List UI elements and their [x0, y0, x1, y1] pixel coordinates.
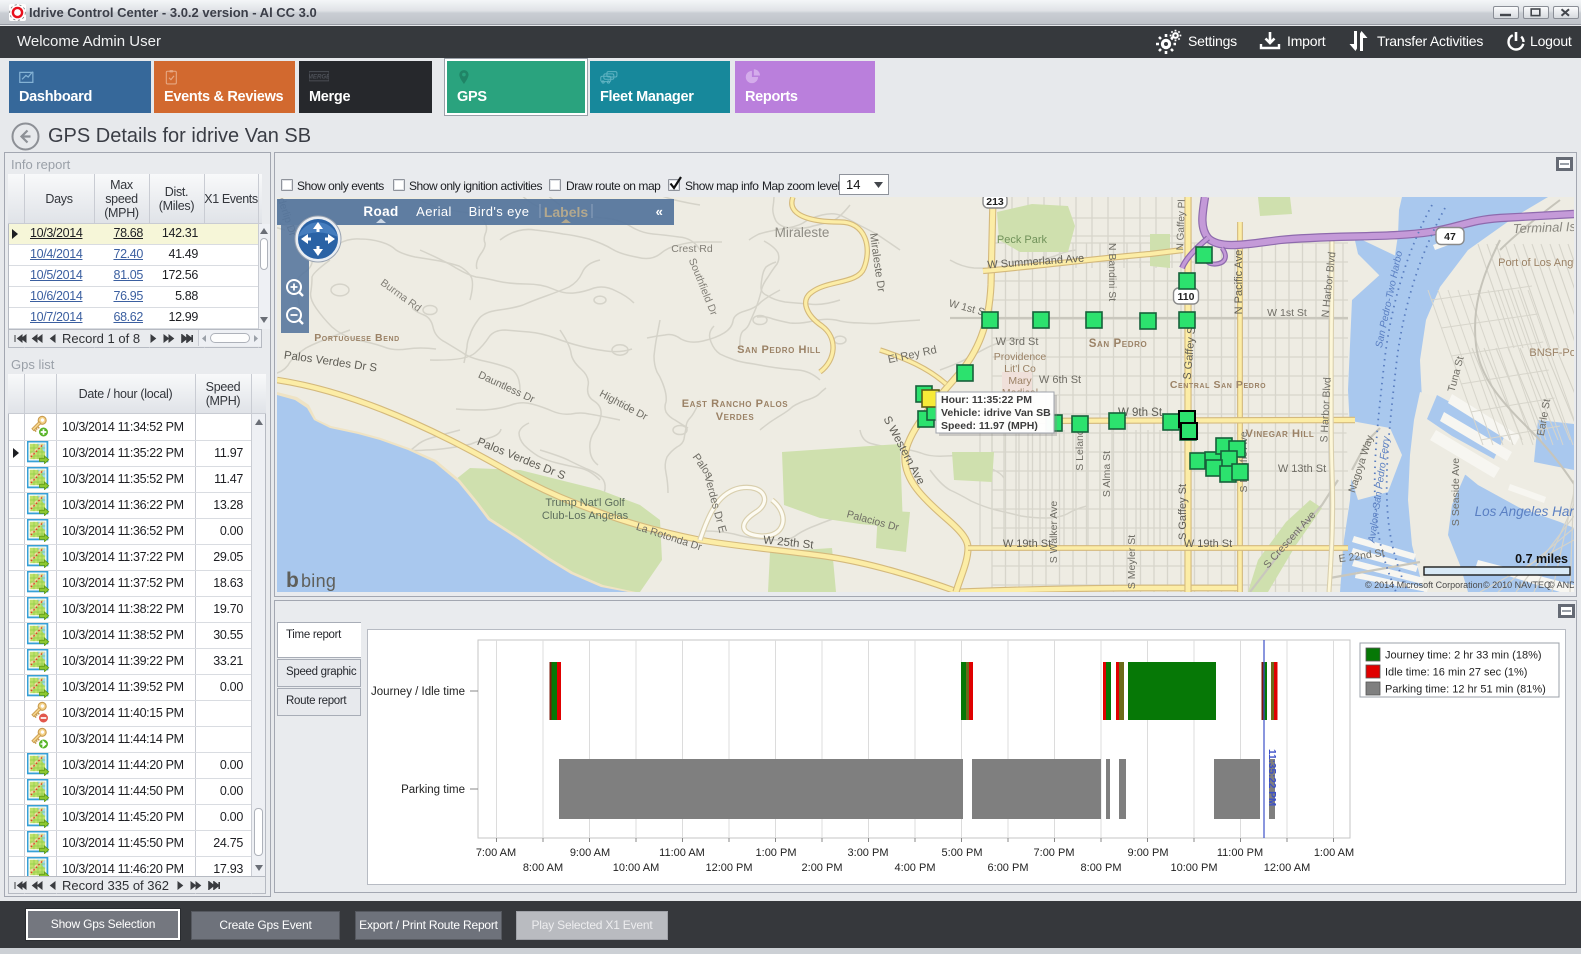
svg-text:Hour: 11:35:22 PM: Hour: 11:35:22 PM — [941, 394, 1032, 406]
svg-text:11:00 PM: 11:00 PM — [1217, 847, 1263, 859]
svg-text:W 19th St: W 19th St — [1184, 538, 1232, 550]
svg-text:W 13th St: W 13th St — [1278, 463, 1326, 475]
svg-text:10:00 PM: 10:00 PM — [1170, 862, 1217, 874]
svg-text:Crest Rd: Crest Rd — [671, 243, 713, 255]
svg-text:BNSF-Port: BNSF-Port — [1529, 347, 1574, 359]
svg-text:Peck Park: Peck Park — [997, 234, 1048, 246]
svg-text:S Harbor Blvd: S Harbor Blvd — [1318, 377, 1333, 443]
svg-text:Parking time: 12 hr 51 min (81: Parking time: 12 hr 51 min (81%) — [1385, 684, 1546, 696]
svg-text:Road: Road — [363, 204, 398, 219]
svg-text:3:00 PM: 3:00 PM — [848, 847, 889, 859]
svg-text:N Gaffey Pl: N Gaffey Pl — [1175, 199, 1188, 250]
svg-text:11:35:22 PM: 11:35:22 PM — [1266, 749, 1277, 806]
svg-text:1:00 PM: 1:00 PM — [756, 847, 797, 859]
svg-text:9:00 AM: 9:00 AM — [570, 847, 610, 859]
svg-text:«: « — [656, 204, 667, 219]
svg-text:S Leland: S Leland — [1074, 429, 1086, 471]
svg-text:W 25th St: W 25th St — [763, 534, 815, 551]
svg-text:213: 213 — [986, 197, 1004, 208]
svg-text:Idle time: 16 min 27 sec (1%): Idle time: 16 min 27 sec (1%) — [1385, 667, 1527, 679]
svg-text:W 19th St: W 19th St — [1003, 538, 1051, 550]
svg-text:Los Angeles Harb: Los Angeles Harb — [1475, 504, 1574, 519]
svg-text:San Pedro Hill: San Pedro Hill — [737, 344, 821, 356]
svg-text:© 2010 NAVTEQ: © 2010 NAVTEQ — [1483, 580, 1551, 590]
svg-text:S Gaffey St: S Gaffey St — [1177, 484, 1189, 540]
svg-text:MERGE: MERGE — [309, 74, 329, 81]
svg-text:4:00 PM: 4:00 PM — [895, 862, 936, 874]
svg-text:W 6th St: W 6th St — [1039, 374, 1081, 386]
svg-text:7:00 PM: 7:00 PM — [1034, 847, 1075, 859]
svg-text:Club-Los Angelas: Club-Los Angelas — [542, 510, 629, 522]
svg-text:Vehicle: idrive Van SB: Vehicle: idrive Van SB — [941, 407, 1051, 419]
svg-text:© 2014 Microsoft Corporation: © 2014 Microsoft Corporation — [1365, 580, 1483, 590]
svg-text:Miraleste: Miraleste — [775, 225, 830, 240]
svg-text:N Bandini St: N Bandini St — [1106, 243, 1118, 301]
svg-text:Verdes: Verdes — [716, 411, 755, 423]
svg-text:6:00 PM: 6:00 PM — [988, 862, 1029, 874]
svg-text:S Alma St: S Alma St — [1101, 451, 1113, 497]
svg-text:S Walker Ave: S Walker Ave — [1048, 501, 1060, 564]
svg-text:bing: bing — [301, 571, 336, 591]
svg-text:Journey / Idle time: Journey / Idle time — [371, 686, 465, 698]
svg-text:Journey time: 2 hr 33 min (18%: Journey time: 2 hr 33 min (18%) — [1385, 650, 1542, 662]
svg-text:W 1st St: W 1st St — [1267, 307, 1307, 319]
svg-text:0.7 miles: 0.7 miles — [1515, 552, 1568, 566]
svg-text:N Pacific Ave: N Pacific Ave — [1233, 250, 1245, 315]
svg-text:W 9th St: W 9th St — [1118, 407, 1163, 419]
svg-text:S Seaside Ave: S Seaside Ave — [1450, 458, 1462, 526]
svg-text:b: b — [286, 569, 299, 592]
svg-text:W 3rd St: W 3rd St — [996, 336, 1039, 348]
svg-text:S Meyler St: S Meyler St — [1126, 535, 1138, 589]
svg-text:Central San Pedro: Central San Pedro — [1170, 379, 1266, 391]
svg-text:110: 110 — [1178, 291, 1195, 303]
svg-text:Bird's eye: Bird's eye — [469, 204, 530, 219]
svg-text:S Gaffey St: S Gaffey St — [1182, 323, 1199, 380]
svg-text:8:00 PM: 8:00 PM — [1081, 862, 1122, 874]
svg-text:Trump Nat'l Golf: Trump Nat'l Golf — [545, 497, 625, 509]
svg-text:8:00 AM: 8:00 AM — [523, 862, 563, 874]
svg-text:Aerial: Aerial — [416, 204, 452, 219]
svg-text:Speed: 11.97 (MPH): Speed: 11.97 (MPH) — [941, 420, 1038, 432]
svg-text:Parking time: Parking time — [401, 784, 465, 796]
svg-text:© AND: © AND — [1548, 580, 1574, 590]
svg-text:Mary: Mary — [1008, 375, 1032, 387]
svg-text:12:00 PM: 12:00 PM — [705, 862, 752, 874]
svg-text:Lit'l Co: Lit'l Co — [1004, 363, 1036, 375]
svg-text:11:00 AM: 11:00 AM — [659, 847, 705, 859]
svg-text:10:00 AM: 10:00 AM — [613, 862, 659, 874]
svg-text:East Rancho Palos: East Rancho Palos — [682, 398, 789, 410]
svg-text:7:00 AM: 7:00 AM — [476, 847, 516, 859]
svg-text:9:00 PM: 9:00 PM — [1128, 847, 1169, 859]
svg-text:Providence: Providence — [994, 351, 1047, 363]
svg-text:Portuguese Bend: Portuguese Bend — [314, 332, 400, 344]
svg-text:12:00 AM: 12:00 AM — [1264, 862, 1310, 874]
svg-text:5:00 PM: 5:00 PM — [942, 847, 983, 859]
svg-text:Labels: Labels — [544, 204, 589, 220]
svg-text:2:00 PM: 2:00 PM — [802, 862, 843, 874]
svg-text:Port of Los Angel: Port of Los Angel — [1498, 257, 1574, 269]
svg-text:47: 47 — [1444, 231, 1456, 243]
svg-text:Terminal Isl: Terminal Isl — [1513, 219, 1574, 236]
svg-text:San Pedro: San Pedro — [1089, 338, 1148, 350]
svg-text:Vinegar Hill: Vinegar Hill — [1246, 428, 1315, 440]
svg-text:1:00 AM: 1:00 AM — [1314, 847, 1354, 859]
